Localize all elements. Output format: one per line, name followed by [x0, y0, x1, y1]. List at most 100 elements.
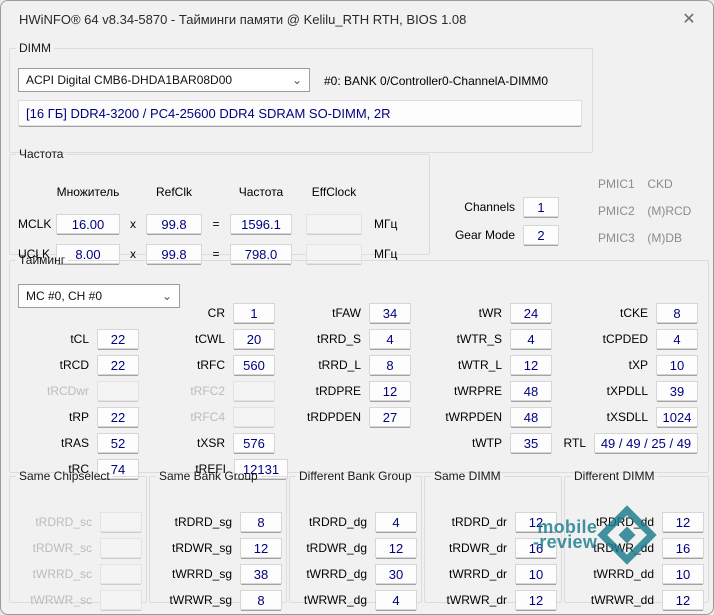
timing-label: tRP: [68, 410, 89, 424]
pmic3-value: (M)DB: [647, 231, 683, 245]
timing-label: tWRWR_dr: [446, 593, 507, 607]
timing-label: tWR: [478, 306, 502, 320]
timing-field: 48: [510, 381, 552, 401]
pmic1-row: PMIC1 CKD: [598, 177, 673, 191]
frequency-group-title: Частота: [19, 147, 64, 161]
timing-field: [233, 407, 275, 427]
header-effclock: EffClock: [311, 185, 357, 199]
timing-label: tWRRD_dg: [306, 567, 367, 581]
timing-label: tRAS: [60, 436, 89, 450]
timing-label: tRDRD_dr: [451, 515, 507, 529]
timing-field: [100, 564, 142, 584]
pmic2-value: (M)RCD: [647, 204, 692, 218]
timing-field: 16: [662, 538, 704, 558]
same-bank-group: Same Bank Group tRDRD_sg 8 tRDWR_sg 12 tWR…: [149, 469, 287, 610]
timing-label: tRDRD_sc: [35, 515, 92, 529]
mclk-effclock-field: [306, 214, 362, 234]
timing-field: 20: [233, 329, 275, 349]
timing-field: 4: [510, 329, 552, 349]
close-icon[interactable]: ✕: [682, 11, 696, 28]
timing-label: tRFC: [197, 358, 225, 372]
timing-field: 24: [510, 303, 552, 323]
timing-label: tRDWR_sc: [32, 541, 92, 555]
timing-col-5: tCKE 8 tCPDED 4 tXP 10 tXPDLL 39 tXSDLL 1024 …: [531, 300, 698, 456]
timing-field: 49 / 49 / 25 / 49: [594, 433, 698, 453]
timing-field: 4: [369, 329, 411, 349]
timing-field: [100, 512, 142, 532]
timing-label: tXSDLL: [606, 410, 648, 424]
dimm-group: DIMM ACPI Digital CMB6-DHDA1BAR08D00 ⌄ #…: [9, 41, 593, 153]
timing-label: tRRD_S: [316, 332, 361, 346]
timing-label: tCPDED: [602, 332, 648, 346]
uclk-label: UCLK: [18, 247, 51, 261]
gear-mode-row: Gear Mode 2: [429, 225, 559, 245]
timing-label: tRDPDEN: [306, 410, 361, 424]
timing-field: 1: [233, 303, 275, 323]
pmic2-row: PMIC2 (M)RCD: [598, 204, 691, 218]
pmic1-label: PMIC1: [598, 177, 635, 191]
timing-label: tRDWR_dd: [593, 541, 654, 555]
different-dimm-group: Different DIMM tRDRD_dd 12 tRDWR_dd 16 tWR…: [564, 469, 709, 610]
pmic1-value: CKD: [647, 177, 673, 191]
uclk-refclk-field: 99.8: [146, 244, 202, 264]
frequency-table: Множитель RefClk Частота EffClock MCLK 1…: [12, 179, 406, 269]
timing-field: 34: [369, 303, 411, 323]
timing-label: tWRPRE: [454, 384, 502, 398]
timing-field: 35: [510, 433, 552, 453]
timing-label: tRDRD_dd: [595, 515, 654, 529]
timing-label: tXP: [628, 358, 648, 372]
timing-field: 12: [375, 538, 417, 558]
titlebar[interactable]: HWiNFO® 64 v8.34-5870 - Тайминги памяти …: [1, 1, 713, 37]
timing-label: tXSR: [196, 436, 225, 450]
timing-field: 12: [662, 512, 704, 532]
same-chipselect-title: Same Chipselect: [19, 469, 110, 483]
timing-field: 10: [656, 355, 698, 375]
timing-label: tRDPRE: [315, 384, 361, 398]
timing-label: tWRWR_dd: [590, 593, 654, 607]
chevron-down-icon: ⌄: [291, 73, 302, 87]
pmic3-label: PMIC3: [598, 231, 635, 245]
timing-field: 12: [662, 590, 704, 610]
dimm-group-title: DIMM: [19, 41, 51, 55]
uclk-frequency-field: 798.0: [230, 244, 292, 264]
timing-field: 10: [515, 564, 557, 584]
mclk-multiplier-field: 16.00: [56, 214, 120, 234]
dimm-module-select-value: ACPI Digital CMB6-DHDA1BAR08D00: [26, 73, 233, 87]
pmic2-label: PMIC2: [598, 204, 635, 218]
dimm-module-select[interactable]: ACPI Digital CMB6-DHDA1BAR08D00 ⌄: [18, 68, 310, 92]
times-sign: x: [130, 247, 136, 261]
timing-field: 16: [515, 538, 557, 558]
timing-field: 4: [375, 512, 417, 532]
timing-label: tCWL: [195, 332, 225, 346]
timing-channel-select-value: MC #0, CH #0: [26, 289, 103, 303]
timing-label: tRFC4: [190, 410, 225, 424]
timing-field: 22: [97, 355, 139, 375]
timing-label: CR: [207, 306, 225, 320]
timing-field: 8: [656, 303, 698, 323]
timing-field: 12: [369, 381, 411, 401]
timing-field: 8: [369, 355, 411, 375]
chevron-down-icon: ⌄: [161, 289, 172, 303]
timing-channel-select[interactable]: MC #0, CH #0 ⌄: [18, 284, 180, 308]
timing-col-4: tWR 24 tWTR_S 4 tWTR_L 12 tWRPRE 48 tWRPDEN 4…: [395, 300, 552, 456]
same-dimm-title: Same DIMM: [434, 469, 501, 483]
timing-label: tWRRD_dr: [448, 567, 507, 581]
timing-field: 52: [97, 433, 139, 453]
timing-field: 12: [510, 355, 552, 375]
timing-field: [97, 381, 139, 401]
timing-label: tRCDwr: [47, 384, 89, 398]
timing-label: tWRWR_sg: [169, 593, 232, 607]
timing-field: 1024: [656, 407, 698, 427]
mclk-unit-label: МГц: [374, 217, 398, 231]
timing-field: 48: [510, 407, 552, 427]
different-bank-group: Different Bank Group tRDRD_dg 4 tRDWR_dg 1…: [289, 469, 422, 610]
timing-label: tWTR_S: [456, 332, 502, 346]
timing-col-3: tFAW 34 tRRD_S 4 tRRD_L 8 tRDPRE 12 tRDPDEN 2…: [255, 300, 411, 430]
timing-field: [233, 381, 275, 401]
dimm-module-info-field: [16 ГБ] DDR4-3200 / PC4-25600 DDR4 SDRAM…: [18, 100, 582, 126]
timing-field: [100, 590, 142, 610]
timing-field: 27: [369, 407, 411, 427]
timing-field: 560: [233, 355, 275, 375]
same-dimm-group: Same DIMM tRDRD_dr 12 tRDWR_dr 16 tWRRD_dr…: [424, 469, 562, 610]
gear-mode-label: Gear Mode: [454, 228, 515, 242]
